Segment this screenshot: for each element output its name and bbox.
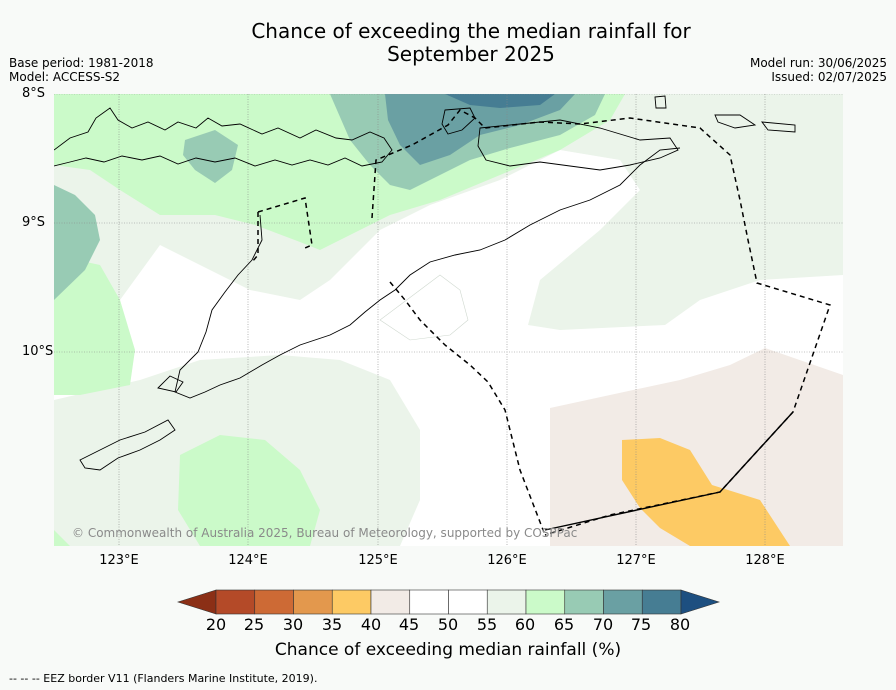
lon-label-126e: 126°E [487,553,527,568]
cb-tick-70: 70 [592,615,614,634]
coastline-east-island-3 [761,121,796,133]
lat-label-8s: 8°S [22,86,46,101]
cb-tick-40: 40 [360,615,382,634]
model-label: Model: ACCESS-S2 [9,70,121,84]
contour-40-45 [550,348,843,546]
issued-label: Issued: 02/07/2025 [771,70,887,84]
colorbar-label: Chance of exceeding median rainfall (%) [274,640,622,660]
eez-footnote: -- -- -- EEZ border V11 (Flanders Marine… [9,672,318,685]
lon-label-127e: 127°E [616,553,656,568]
copyright-notice: © Commonwealth of Australia 2025, Bureau… [72,526,578,540]
coastline-flores [54,107,393,167]
lon-label-123e: 123°E [99,553,139,568]
contour-50-55-patch [379,274,469,341]
contour-60-65-west [54,255,135,395]
cb-tick-30: 30 [282,615,304,634]
map-title: Chance of exceeding the median rainfall … [0,20,896,66]
lat-label-10s: 10°S [22,344,54,359]
coastline-east-island-1 [654,95,667,109]
contour-60-65-south [178,435,320,546]
cb-tick-60: 60 [514,615,536,634]
coastline-sawu [79,419,176,471]
cb-tick-25: 25 [243,615,265,634]
coastline-rote [157,375,184,393]
timor-border-solid [544,411,794,531]
cb-tick-50: 50 [437,615,459,634]
colorbar-tick-labels: 20 25 30 35 40 45 50 55 60 65 70 75 80 [0,615,896,635]
base-period-label: Base period: 1981-2018 [9,56,154,70]
contour-75-80 [445,94,555,108]
lat-label-9s: 9°S [22,215,46,230]
eez-border [251,109,831,536]
contour-60-65-bottom-left [54,530,70,546]
contour-35-40 [622,438,790,546]
contour-65-70-west [54,185,100,300]
cb-tick-75: 75 [630,615,652,634]
lon-label-125e: 125°E [358,553,398,568]
coastline-east-island-2 [714,114,757,129]
cb-tick-55: 55 [476,615,498,634]
coastline-timor [174,147,681,399]
title-line-2: September 2025 [387,42,555,66]
lon-label-124e: 124°E [228,553,268,568]
model-run-label: Model run: 30/06/2025 [749,56,887,70]
coastlines [54,95,796,471]
lon-label-128e: 128°E [745,553,785,568]
contour-65-70-island [183,130,238,183]
meta-left: Base period: 1981-2018 Model: ACCESS-S2 [9,56,154,84]
cb-tick-65: 65 [553,615,575,634]
cb-tick-20: 20 [205,615,227,634]
meta-right: Model run: 30/06/2025 Issued: 02/07/2025 [750,56,887,84]
title-line-1: Chance of exceeding the median rainfall … [251,19,691,43]
cb-tick-80: 80 [669,615,691,634]
cb-tick-35: 35 [321,615,343,634]
coastline-alor [441,107,476,135]
cb-tick-45: 45 [398,615,420,634]
